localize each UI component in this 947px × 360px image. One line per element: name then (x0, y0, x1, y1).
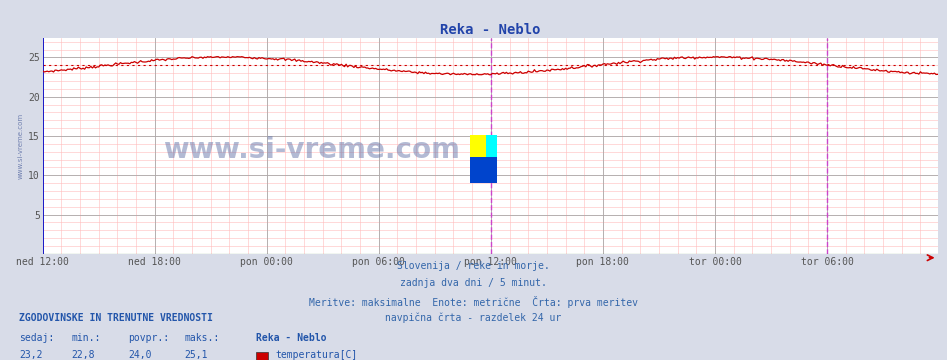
Bar (487, 135, 497, 183)
Text: Slovenija / reke in morje.: Slovenija / reke in morje. (397, 261, 550, 271)
Text: min.:: min.: (71, 333, 100, 343)
Text: 25,1: 25,1 (185, 350, 208, 360)
Text: 23,2: 23,2 (19, 350, 43, 360)
Text: Reka - Neblo: Reka - Neblo (256, 333, 326, 343)
Text: www.si-vreme.com: www.si-vreme.com (17, 113, 24, 179)
Text: maks.:: maks.: (185, 333, 220, 343)
Text: navpična črta - razdelek 24 ur: navpična črta - razdelek 24 ur (385, 313, 562, 323)
Text: Meritve: maksimalne  Enote: metrične  Črta: prva meritev: Meritve: maksimalne Enote: metrične Črta… (309, 296, 638, 307)
Text: povpr.:: povpr.: (128, 333, 169, 343)
Text: zadnja dva dni / 5 minut.: zadnja dva dni / 5 minut. (400, 278, 547, 288)
Title: Reka - Neblo: Reka - Neblo (439, 23, 541, 37)
Text: ZGODOVINSKE IN TRENUTNE VREDNOSTI: ZGODOVINSKE IN TRENUTNE VREDNOSTI (19, 313, 213, 323)
Text: temperatura[C]: temperatura[C] (276, 350, 358, 360)
Bar (471, 135, 487, 183)
Bar (471, 157, 497, 183)
Text: www.si-vreme.com: www.si-vreme.com (163, 136, 459, 164)
Text: sedaj:: sedaj: (19, 333, 54, 343)
Text: 24,0: 24,0 (128, 350, 152, 360)
Text: 22,8: 22,8 (71, 350, 95, 360)
